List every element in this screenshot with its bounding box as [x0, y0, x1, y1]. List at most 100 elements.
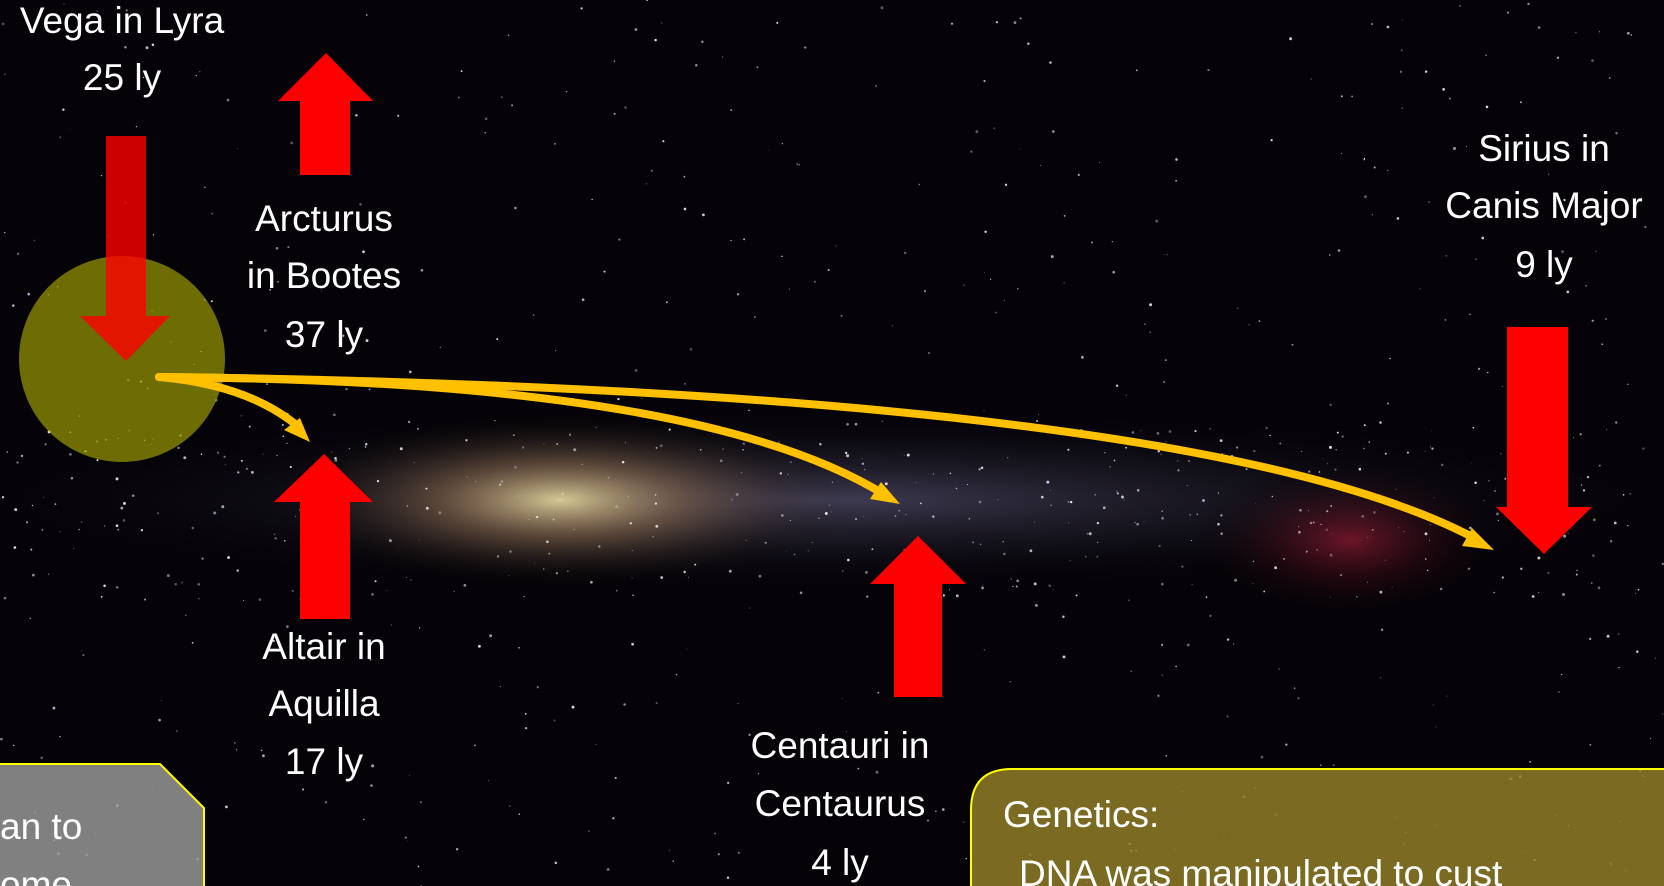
star — [862, 458, 863, 459]
star — [1385, 559, 1386, 560]
star — [790, 520, 791, 521]
star — [146, 46, 149, 49]
star — [192, 642, 194, 644]
star — [634, 28, 637, 31]
star — [1326, 510, 1328, 512]
star — [7, 451, 8, 452]
star — [519, 813, 520, 814]
star — [73, 548, 74, 549]
star — [513, 434, 515, 436]
star — [655, 502, 657, 504]
star — [529, 519, 530, 520]
star — [474, 744, 476, 746]
star — [846, 423, 849, 426]
star — [497, 555, 499, 557]
star — [603, 271, 605, 273]
star — [741, 472, 742, 473]
star — [199, 71, 200, 72]
star — [241, 415, 242, 416]
star — [651, 170, 653, 172]
star — [623, 703, 626, 706]
star — [420, 801, 422, 803]
star — [615, 505, 618, 508]
star — [1330, 505, 1332, 507]
star — [1162, 674, 1164, 676]
star — [569, 434, 571, 436]
star — [1472, 427, 1474, 429]
star — [509, 575, 510, 576]
star — [461, 70, 463, 72]
star — [702, 214, 705, 217]
star — [69, 453, 72, 456]
star — [533, 314, 535, 316]
star — [845, 452, 847, 454]
star — [292, 590, 294, 592]
star — [1004, 300, 1005, 301]
star — [284, 540, 286, 542]
star — [1227, 715, 1229, 717]
star — [1236, 447, 1238, 449]
star — [1097, 542, 1099, 544]
star — [1161, 517, 1164, 520]
star — [1585, 285, 1587, 287]
star — [44, 443, 46, 445]
star — [52, 707, 55, 710]
star — [157, 512, 159, 514]
star — [1576, 574, 1578, 576]
label: Centauri in — [751, 725, 930, 766]
star — [59, 736, 60, 737]
star — [501, 480, 503, 482]
star — [1187, 644, 1190, 647]
star — [846, 454, 849, 457]
star — [1308, 510, 1309, 511]
star — [780, 472, 782, 474]
star — [237, 148, 238, 149]
star — [1209, 615, 1211, 617]
star — [221, 505, 224, 508]
star — [662, 140, 664, 142]
star — [1157, 432, 1160, 435]
star — [1429, 540, 1430, 541]
star — [963, 285, 964, 286]
star — [1161, 583, 1164, 586]
star — [723, 449, 724, 450]
star — [1397, 217, 1400, 220]
star — [101, 596, 103, 598]
star — [963, 821, 964, 822]
star — [243, 600, 244, 601]
star — [488, 780, 489, 781]
star — [1367, 537, 1368, 538]
star — [30, 618, 31, 619]
star — [509, 806, 510, 807]
star — [1644, 226, 1646, 228]
star — [1500, 453, 1501, 454]
star — [1340, 574, 1342, 576]
star — [14, 508, 17, 511]
star — [1329, 404, 1331, 406]
star — [124, 46, 127, 49]
star — [259, 598, 262, 601]
star — [1655, 658, 1656, 659]
star — [363, 819, 364, 820]
star — [484, 132, 486, 134]
star — [1373, 511, 1375, 513]
star — [4, 597, 7, 600]
star — [116, 524, 119, 527]
star — [672, 861, 673, 862]
star — [778, 441, 779, 442]
star — [557, 489, 558, 490]
star — [615, 777, 617, 779]
star — [262, 754, 265, 757]
star — [123, 519, 126, 522]
star — [1636, 650, 1639, 653]
star — [1475, 259, 1476, 260]
star — [27, 293, 30, 296]
star — [880, 6, 883, 9]
label: 25 ly — [83, 57, 162, 98]
star — [1096, 556, 1098, 558]
star — [765, 542, 767, 544]
star — [201, 557, 203, 559]
star — [1012, 586, 1013, 587]
star — [1269, 435, 1271, 437]
star — [669, 850, 670, 851]
